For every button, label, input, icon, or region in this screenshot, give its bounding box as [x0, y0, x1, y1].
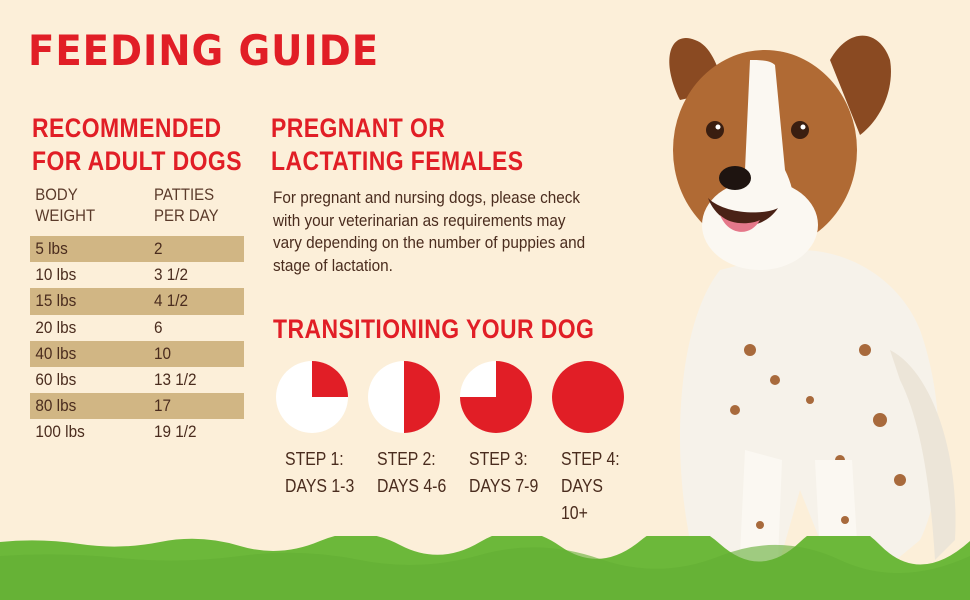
patties-cell: 19 1/2: [154, 422, 197, 442]
patties-cell: 4 1/2: [154, 291, 189, 311]
patties-per-day-header: PATTIES PER DAY: [154, 185, 219, 225]
pregnant-description: For pregnant and nursing dogs, please ch…: [273, 188, 586, 275]
weight-cell: 20 lbs: [35, 317, 77, 337]
table-row: 40 lbs 10: [30, 340, 244, 367]
page-title: FEEDING GUIDE: [28, 26, 380, 75]
weight-cell: 60 lbs: [35, 370, 77, 390]
table-row: 80 lbs 17: [30, 393, 244, 420]
step-2-pie: [368, 361, 440, 433]
patties-cell: 13 1/2: [154, 370, 197, 390]
step-1-label: STEP 1: DAYS 1-3: [285, 449, 355, 496]
step-1-pie: [276, 361, 348, 433]
adult-dogs-heading: RECOMMENDED FOR ADULT DOGS: [32, 112, 242, 178]
table-row: 20 lbs 6: [30, 315, 244, 341]
dog-image: [669, 35, 956, 568]
step-2-fill: [404, 361, 440, 433]
patties-cell: 10: [154, 343, 172, 363]
weight-cell: 15 lbs: [35, 291, 77, 311]
patties-cell: 6: [154, 317, 163, 337]
pregnant-heading-line1: PREGNANT OR: [271, 113, 446, 143]
weight-cell: 80 lbs: [35, 396, 77, 416]
patties-cell: 3 1/2: [154, 265, 189, 285]
step-3-label: STEP 3: DAYS 7-9: [469, 449, 539, 496]
table-row: 5 lbs 2: [30, 236, 244, 263]
transition-steps: STEP 1: DAYS 1-3 STEP 2: DAYS 4-6 STEP 3: …: [275, 360, 635, 523]
table-row: 100 lbs 19 1/2: [30, 419, 244, 445]
step-4-fill: [552, 361, 624, 433]
patties-cell: 2: [154, 239, 163, 259]
table-header: BODY WEIGHT PATTIES PER DAY: [30, 184, 244, 236]
step-4-pie: [552, 361, 624, 433]
step-1-fill: [312, 361, 348, 397]
pregnant-heading-line2: LACTATING FEMALES: [271, 146, 524, 176]
weight-cell: 40 lbs: [35, 343, 77, 363]
table-body: 5 lbs 2 10 lbs 3 1/2 15 lbs 4 1/2 20 lbs 6 40 lb…: [30, 236, 244, 446]
transition-heading: TRANSITIONING YOUR DOG: [273, 314, 595, 344]
weight-cell: 10 lbs: [35, 265, 77, 285]
adult-heading-line2: FOR ADULT DOGS: [32, 146, 242, 176]
table-row: 10 lbs 3 1/2: [30, 262, 244, 288]
step-3-pie: [460, 361, 532, 433]
step-2-label: STEP 2: DAYS 4-6: [377, 449, 447, 496]
step-4-label: STEP 4: DAYS 10+: [561, 449, 620, 523]
grass-strip: [0, 536, 970, 600]
patties-cell: 17: [154, 396, 172, 416]
weight-cell: 5 lbs: [35, 239, 68, 259]
pregnant-heading: PREGNANT OR LACTATING FEMALES: [271, 112, 523, 178]
step-3-fill: [460, 361, 532, 433]
feeding-table: BODY WEIGHT PATTIES PER DAY 5 lbs 2 10 lbs…: [30, 184, 244, 446]
table-row: 60 lbs 13 1/2: [30, 367, 244, 393]
adult-heading-line1: RECOMMENDED: [32, 113, 222, 143]
body-weight-header: BODY WEIGHT: [35, 185, 96, 225]
weight-cell: 100 lbs: [35, 422, 85, 442]
table-row: 15 lbs 4 1/2: [30, 288, 244, 315]
